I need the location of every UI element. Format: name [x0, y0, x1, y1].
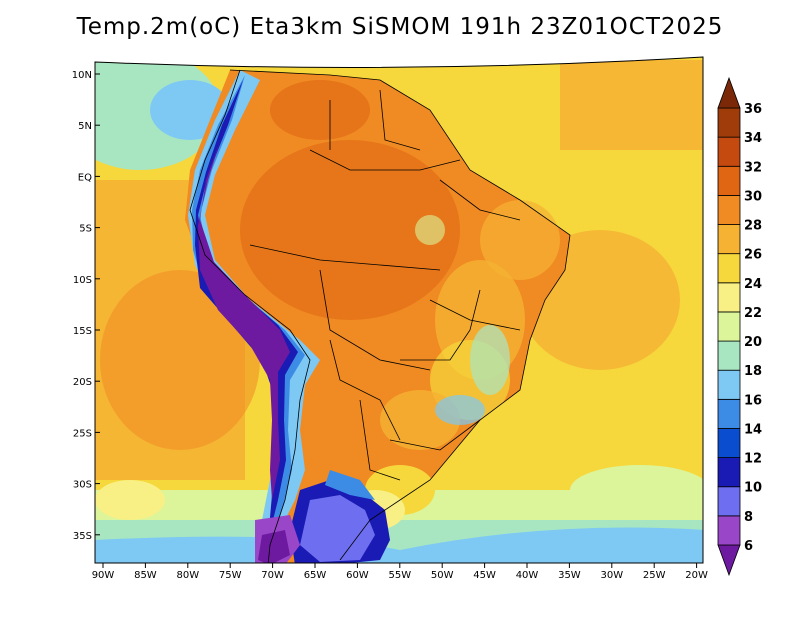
- lon-label: 30W: [600, 570, 623, 581]
- colorbar-swatch: [717, 486, 741, 517]
- colorbar-low-arrow: [717, 544, 741, 577]
- colorbar-swatch: [717, 311, 741, 342]
- lat-label: 20S: [73, 377, 92, 388]
- colorbar-label: 10: [744, 481, 762, 496]
- lat-label: 15S: [73, 326, 92, 337]
- lat-label: EQ: [78, 172, 92, 183]
- colorbar-label: 18: [744, 364, 762, 379]
- lon-label: 50W: [431, 570, 454, 581]
- colorbar-swatch: [717, 515, 741, 546]
- colorbar-swatch: [717, 398, 741, 429]
- colorbar-label: 6: [744, 539, 753, 554]
- lon-label: 45W: [473, 570, 496, 581]
- lon-label: 20W: [685, 570, 708, 581]
- colorbar-swatch: [717, 107, 741, 138]
- longitude-axis: 90W 85W 80W 75W 70W 65W 60W 55W 50W 45W 40W 35W 30W 2…: [92, 563, 708, 581]
- lon-label: 70W: [261, 570, 284, 581]
- lon-label: 35W: [558, 570, 581, 581]
- colorbar-swatch: [717, 253, 741, 284]
- colorbar-label: 26: [744, 248, 762, 263]
- lon-label: 65W: [304, 570, 327, 581]
- colorbar-label: 14: [744, 422, 762, 437]
- lat-label: 25S: [73, 428, 92, 439]
- colorbar-label: 20: [744, 335, 762, 350]
- lon-label: 55W: [388, 570, 411, 581]
- colorbar-swatch: [717, 428, 741, 459]
- temperature-field: [95, 57, 703, 563]
- colorbar-label: 22: [744, 306, 762, 321]
- lon-label: 85W: [134, 570, 157, 581]
- map-title: Temp.2m(oC) Eta3km SiSMOM 191h 23Z01OCT2…: [76, 14, 724, 40]
- colorbar-label: 30: [744, 189, 762, 204]
- colorbar-high-arrow: [717, 76, 741, 109]
- colorbar-label: 34: [744, 131, 762, 146]
- colorbar-swatch: [717, 340, 741, 371]
- lat-label: 5S: [79, 224, 92, 235]
- colorbar-swatch: [717, 369, 741, 400]
- lon-label: 75W: [219, 570, 242, 581]
- colorbar-label: 24: [744, 277, 762, 292]
- country-borders: [189, 69, 571, 563]
- colorbar: 6 8 10 12 14 16 18 20 22 24 26 28 30 32 34 36: [717, 76, 762, 577]
- colorbar-label: 8: [744, 510, 753, 525]
- colorbar-swatch: [717, 194, 741, 225]
- lon-label: 60W: [346, 570, 369, 581]
- colorbar-label: 12: [744, 452, 762, 467]
- lat-label: 5N: [78, 121, 92, 132]
- colorbar-swatch: [717, 165, 741, 196]
- colorbar-label: 16: [744, 393, 762, 408]
- lon-label: 90W: [92, 570, 115, 581]
- colorbar-label: 32: [744, 160, 762, 175]
- lon-label: 40W: [516, 570, 539, 581]
- lat-label: 10N: [72, 70, 92, 81]
- lon-label: 25W: [643, 570, 666, 581]
- colorbar-label: 36: [744, 102, 762, 117]
- lat-label: 10S: [73, 275, 92, 286]
- lat-label: 30S: [73, 480, 92, 491]
- colorbar-swatch: [717, 282, 741, 313]
- colorbar-swatch: [717, 224, 741, 255]
- colorbar-label: 28: [744, 219, 762, 234]
- map-frame: [94, 56, 704, 564]
- colorbar-swatch: [717, 457, 741, 488]
- latitude-axis: 10N 5N EQ 5S 10S 15S 20S 25S 30S 35S: [72, 70, 100, 542]
- lat-label: 35S: [73, 531, 92, 542]
- colorbar-swatch: [717, 136, 741, 167]
- lon-label: 80W: [176, 570, 199, 581]
